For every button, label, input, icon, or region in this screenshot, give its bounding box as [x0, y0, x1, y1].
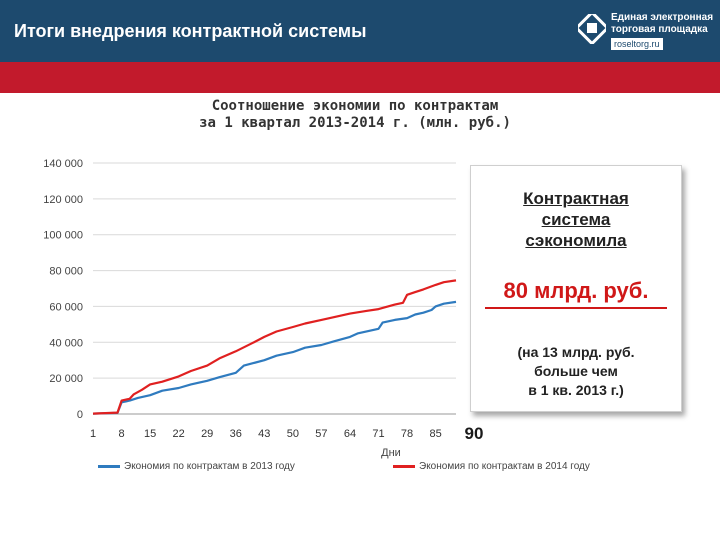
chart-title: Соотношение экономии по контрактам за 1 …: [150, 98, 560, 132]
callout-note-line2: больше чем: [534, 363, 618, 379]
callout-note-line3: в 1 кв. 2013 г.): [528, 382, 624, 398]
slide-header: Итоги внедрения контрактной системы Един…: [0, 0, 720, 62]
series-line-2013: [92, 300, 457, 415]
legend-item-2014: Экономия по контрактам в 2014 году: [393, 461, 590, 475]
x-tick-label: 15: [144, 428, 156, 440]
x-tick-label: 50: [287, 428, 299, 440]
callout-heading: Контрактная система сэкономила: [471, 188, 681, 251]
legend-label-2013: Экономия по контрактам в 2013 году: [124, 461, 295, 472]
callout-divider: [485, 307, 667, 309]
red-band: [0, 62, 720, 93]
y-tick-label: 20 000: [49, 373, 83, 385]
savings-callout-box: Контрактная система сэкономила 80 млрд. …: [470, 165, 682, 412]
x-tick-label: 43: [258, 428, 270, 440]
x-tick-label: 78: [401, 428, 413, 440]
x-tick-label: 29: [201, 428, 213, 440]
x-tick-label: 64: [344, 428, 356, 440]
legend-swatch-2014: [393, 464, 415, 468]
x-tick-label: 71: [372, 428, 384, 440]
x-tick-label: 22: [173, 428, 185, 440]
legend-label-2014: Экономия по контрактам в 2014 году: [419, 461, 590, 472]
y-tick-label: 40 000: [49, 337, 83, 349]
y-tick-label: 100 000: [43, 230, 83, 242]
y-tick-label: 140 000: [43, 158, 83, 170]
legend-swatch-2013: [98, 464, 120, 468]
callout-note-line1: (на 13 млрд. руб.: [517, 344, 635, 360]
y-tick-label: 60 000: [49, 301, 83, 313]
x-tick-label: 1: [90, 428, 96, 440]
logo-text-line1: Единая электронная: [611, 12, 714, 23]
x-tick-label: 57: [315, 428, 327, 440]
x-tick-label: 36: [230, 428, 242, 440]
series-line-2014: [92, 279, 457, 415]
logo-url: roseltorg.ru: [611, 38, 663, 50]
x-tick-label: 8: [118, 428, 124, 440]
logo-text-line2: торговая площадка: [611, 24, 708, 35]
x-tick-label: 85: [429, 428, 441, 440]
chart-title-line2: за 1 квартал 2013-2014 г. (млн. руб.): [199, 115, 511, 131]
y-tick-label: 120 000: [43, 194, 83, 206]
chart-title-line1: Соотношение экономии по контрактам: [211, 98, 499, 114]
callout-amount: 80 млрд. руб.: [503, 278, 649, 303]
roseltorg-logo-icon: [578, 14, 606, 44]
y-tick-label: 0: [77, 409, 83, 421]
callout-heading-line3: сэкономила: [525, 231, 627, 250]
callout-note: (на 13 млрд. руб. больше чем в 1 кв. 201…: [481, 343, 671, 400]
x-end-label: 90: [465, 424, 484, 443]
callout-heading-line2: система: [541, 210, 611, 229]
y-tick-label: 80 000: [49, 266, 83, 278]
roseltorg-logo: Единая электронная торговая площадка ros…: [578, 10, 718, 54]
callout-heading-line1: Контрактная: [523, 189, 629, 208]
x-axis-title: Дни: [381, 447, 401, 459]
legend-item-2013: Экономия по контрактам в 2013 году: [98, 461, 295, 475]
slide-title: Итоги внедрения контрактной системы: [14, 21, 367, 41]
